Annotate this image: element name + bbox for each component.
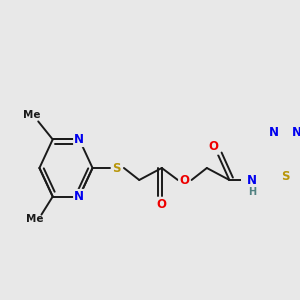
Text: N: N — [247, 173, 257, 187]
Text: S: S — [281, 169, 290, 182]
Text: O: O — [157, 199, 167, 212]
Text: O: O — [208, 140, 218, 154]
Text: N: N — [74, 133, 84, 146]
Text: O: O — [179, 173, 189, 187]
Text: Me: Me — [26, 214, 44, 224]
Text: N: N — [269, 126, 279, 139]
Text: N: N — [292, 126, 300, 139]
Text: S: S — [112, 161, 121, 175]
Text: N: N — [74, 190, 84, 203]
Text: Me: Me — [23, 110, 40, 120]
Text: H: H — [248, 187, 256, 197]
